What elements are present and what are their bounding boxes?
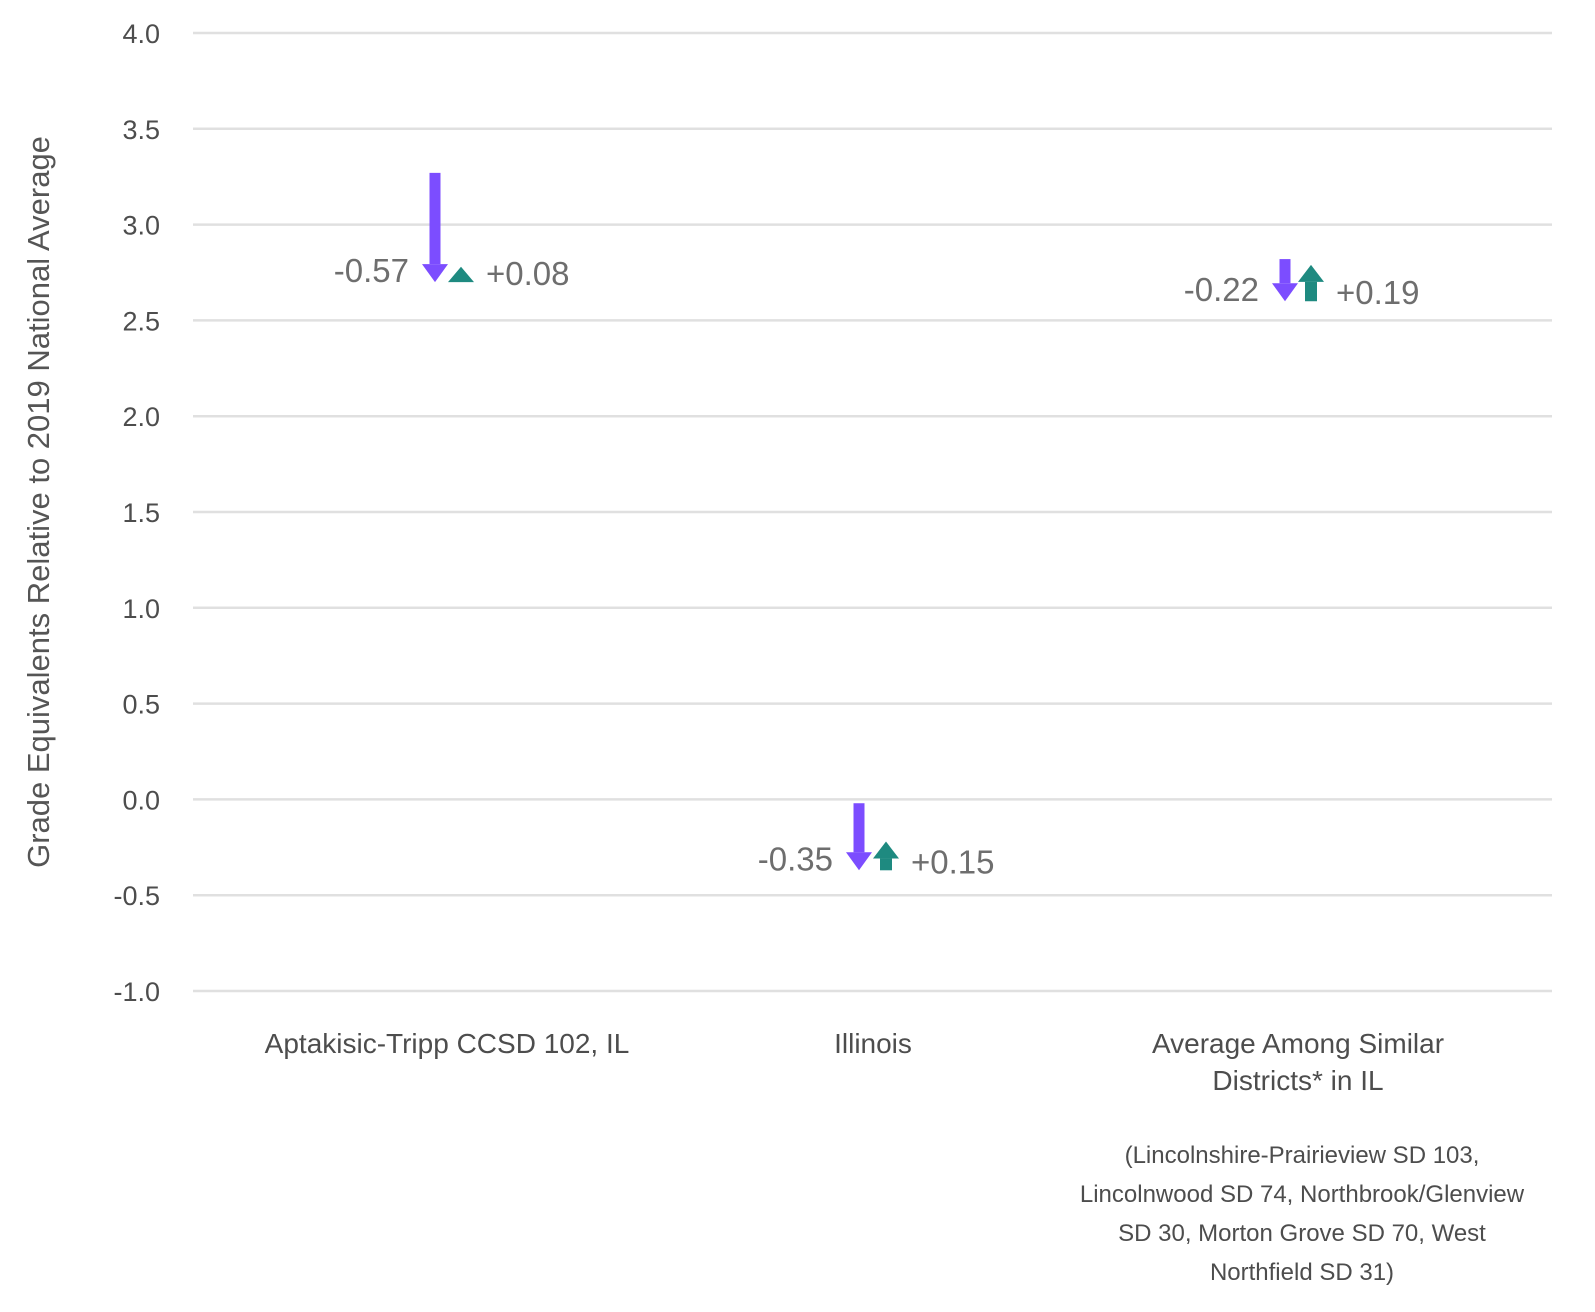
decline-arrow-head xyxy=(846,852,872,871)
category-footnote: (Lincolnshire-Prairieview SD 103, xyxy=(1125,1142,1480,1169)
recovery-value-label: +0.08 xyxy=(486,255,570,292)
decline-arrow xyxy=(846,803,872,871)
x-category-label: Districts* in IL xyxy=(1212,1065,1383,1096)
x-category-label: Illinois xyxy=(834,1028,912,1059)
y-tick-label: -1.0 xyxy=(113,977,160,1007)
change-arrows: -0.57 +0.08 -0.35 +0.15 -0.22 +0.19 xyxy=(334,172,1420,880)
decline-arrow xyxy=(1272,259,1298,302)
decline-arrow-shaft xyxy=(429,172,441,265)
decline-arrow-head xyxy=(1272,283,1298,302)
decline-arrow-shaft xyxy=(853,803,865,853)
y-axis-label: Grade Equivalents Relative to 2019 Natio… xyxy=(21,136,56,868)
category-footnote: SD 30, Morton Grove SD 70, West xyxy=(1118,1220,1486,1247)
recovery-arrow-head xyxy=(873,841,899,859)
y-tick-label: 0.5 xyxy=(122,690,160,720)
recovery-arrow-shaft xyxy=(1305,281,1317,302)
y-tick-label: 1.0 xyxy=(122,594,160,624)
y-tick-label: 2.5 xyxy=(122,306,160,336)
x-axis-categories: Aptakisic-Tripp CCSD 102, IL Illinois Aver… xyxy=(265,1028,1525,1286)
recovery-arrow-shaft xyxy=(880,858,892,871)
decline-value-label: -0.35 xyxy=(758,840,833,877)
decline-arrow-head xyxy=(422,264,448,283)
gridlines xyxy=(193,31,1552,993)
category-footnote: Lincolnwood SD 74, Northbrook/Glenview xyxy=(1080,1181,1525,1208)
recovery-arrow xyxy=(448,266,474,283)
y-tick-label: 3.0 xyxy=(122,211,160,241)
y-tick-label: 3.5 xyxy=(122,115,160,145)
recovery-value-label: +0.15 xyxy=(911,843,995,880)
recovery-arrow-head xyxy=(1298,264,1324,282)
category-footnote: Northfield SD 31) xyxy=(1210,1259,1394,1286)
x-category-label: Aptakisic-Tripp CCSD 102, IL xyxy=(265,1028,630,1059)
recovery-arrow-head xyxy=(448,266,474,283)
y-tick-label: 1.5 xyxy=(122,498,160,528)
recovery-arrow xyxy=(873,841,899,871)
y-tick-label: 0.0 xyxy=(122,785,160,815)
decline-value-label: -0.22 xyxy=(1184,271,1259,308)
recovery-arrow xyxy=(1298,264,1324,302)
decline-value-label: -0.57 xyxy=(334,252,409,289)
y-tick-label: -0.5 xyxy=(113,881,160,911)
x-category-label: Average Among Similar xyxy=(1152,1028,1444,1059)
decline-arrow-shaft xyxy=(1279,259,1291,284)
y-tick-label: 4.0 xyxy=(122,19,160,49)
y-axis-ticks: 4.0 3.5 3.0 2.5 2.0 1.5 1.0 0.5 0.0 -0.5 -1.0 xyxy=(113,19,160,1007)
recovery-value-label: +0.19 xyxy=(1336,274,1420,311)
decline-arrow xyxy=(422,172,448,283)
y-tick-label: 2.0 xyxy=(122,402,160,432)
